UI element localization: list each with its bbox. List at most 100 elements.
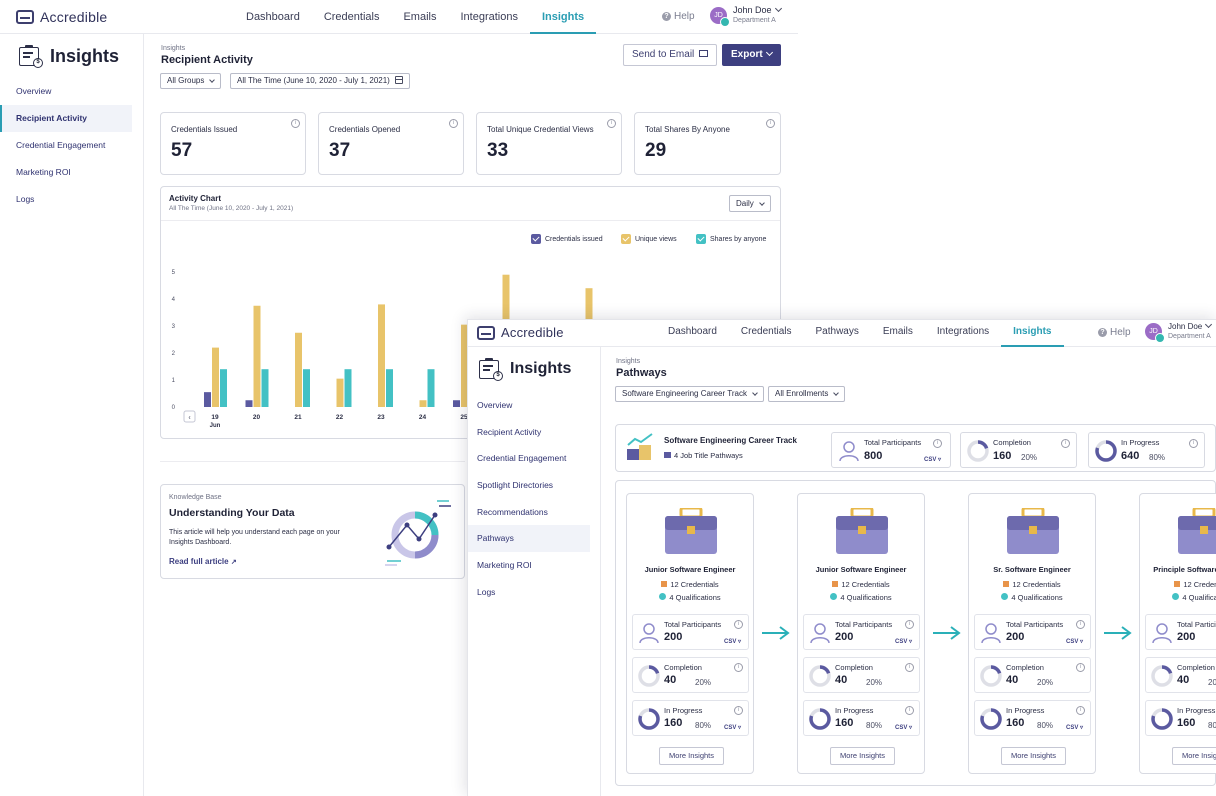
nav-credentials[interactable]: Credentials [323,11,380,23]
info-icon[interactable]: i [1076,620,1085,629]
send-to-email-button[interactable]: Send to Email [623,44,718,66]
nav-integrations[interactable]: Integrations [460,11,518,23]
csv-download[interactable]: CSV ▿ [724,724,741,731]
job-pathway-card[interactable]: Principle Software Engineer 12 Credentia… [1139,493,1216,774]
sidebar-item-recommendations[interactable]: Recommendations [477,506,548,517]
sidebar-item-logs[interactable]: Logs [16,194,35,204]
sidebar-item-overview[interactable]: Overview [16,86,52,96]
sidebar-item-credential-engagement[interactable]: Credential Engagement [477,453,567,464]
sidebar-item-marketing-roi[interactable]: Marketing ROI [16,167,71,177]
track-select[interactable]: Software Engineering Career Track [615,386,764,402]
export-label: Export [731,49,763,60]
date-range-select[interactable]: All The Time (June 10, 2020 - July 1, 20… [230,73,410,89]
nav-dashboard[interactable]: Dashboard [246,11,300,23]
read-full-article-link[interactable]: Read full article ↗ [169,557,237,566]
credential-icon [661,581,668,587]
nav-emails[interactable]: Emails [882,326,913,337]
info-icon[interactable]: i [1061,439,1070,448]
info-icon[interactable]: i [905,663,914,672]
csv-download[interactable]: CSV ▿ [1066,724,1083,731]
nav-credentials[interactable]: Credentials [740,326,792,337]
knowledge-base-card: Knowledge Base Understanding Your Data T… [160,484,465,579]
sidebar-item-logs[interactable]: Logs [477,586,496,597]
accredible-logo[interactable]: Accredible [477,325,564,340]
breadcrumb[interactable]: Insights [616,358,641,365]
chart-bar [220,369,227,407]
csv-download[interactable]: CSV ▿ [895,724,912,731]
stat-card-unique-views: Total Unique Credential Views 33 i [476,112,622,175]
user-icon [839,441,859,462]
accredible-logo-icon [16,10,34,24]
legend-unique-views[interactable]: Unique views [621,234,677,244]
sidebar-item-recipient-activity[interactable]: Recipient Activity [477,426,542,437]
stat-value: 160 [1177,717,1196,729]
info-icon[interactable]: i [607,119,616,128]
info-icon[interactable]: i [291,119,300,128]
info-icon[interactable]: i [905,706,914,715]
job-pathway-card[interactable]: Junior Software Engineer 12 Credentials … [626,493,754,774]
breadcrumb[interactable]: Insights [161,45,186,52]
info-icon[interactable]: i [1076,706,1085,715]
section-divider [160,461,465,462]
chart-prev-button[interactable] [183,410,196,423]
nav-insights[interactable]: Insights [1001,320,1064,347]
filter-icon: ▿ [1080,639,1084,645]
stat-label: Total Participants [1006,620,1064,629]
job-pathway-card[interactable]: Junior Software Engineer 12 Credentials … [797,493,925,774]
nav-pathways[interactable]: Pathways [815,326,859,337]
stat-value: 40 [1177,674,1190,686]
granularity-select[interactable]: Daily [729,195,771,212]
nav-dashboard[interactable]: Dashboard [668,326,717,337]
legend-shares[interactable]: Shares by anyone [696,234,766,244]
job-credentials-label: 12 Credentials [1012,580,1061,589]
kb-title: Understanding Your Data [169,507,295,519]
help-icon: ? [662,12,671,21]
group-filter-select[interactable]: All Groups [160,73,222,89]
job-credentials: 12 Credentials [798,580,924,589]
job-completion: Completion 40 20% i [803,657,920,693]
sidebar-item-recipient-activity[interactable]: Recipient Activity [0,105,132,132]
sidebar-item-credential-engagement[interactable]: Credential Engagement [16,140,106,150]
stat-percent: 20% [1037,678,1054,687]
info-icon[interactable]: i [734,620,743,629]
sidebar-item-marketing-roi[interactable]: Marketing ROI [477,560,532,571]
help-link[interactable]: ? Help [1098,327,1131,338]
nav-emails[interactable]: Emails [403,11,437,23]
csv-download[interactable]: CSV ▿ [1066,638,1083,645]
accredible-logo-icon [477,325,495,340]
help-link[interactable]: ? Help [662,11,695,22]
more-insights-button[interactable]: More Insights [830,747,895,765]
info-icon[interactable]: i [766,119,775,128]
accredible-logo[interactable]: Accredible [16,9,107,25]
nav-insights[interactable]: Insights [529,0,597,34]
user-menu[interactable]: JD John Doe Department A [710,4,782,27]
sidebar-item-pathways[interactable]: Pathways [468,525,590,553]
info-icon[interactable]: i [449,119,458,128]
stat-percent: 80% [1208,721,1216,730]
csv-download[interactable]: CSV ▿ [724,638,741,645]
sidebar-item-overview[interactable]: Overview [477,400,513,410]
stat-value: 200 [835,631,854,643]
date-range-value: All The Time (June 10, 2020 - July 1, 20… [237,76,390,85]
csv-download[interactable]: CSV ▿ [895,638,912,645]
nav-tabs: Dashboard Credentials Pathways Emails In… [656,320,1064,347]
info-icon[interactable]: i [905,620,914,629]
info-icon[interactable]: i [734,706,743,715]
csv-download[interactable]: CSV ▿ [924,456,941,463]
sidebar-item-spotlight-directories[interactable]: Spotlight Directories [477,480,554,491]
mail-icon [699,50,709,57]
more-insights-button[interactable]: More Insights [1172,747,1216,765]
info-icon[interactable]: i [1189,439,1198,448]
nav-integrations[interactable]: Integrations [936,326,990,337]
info-icon[interactable]: i [933,439,942,448]
x-tick-label: 19 [211,414,219,421]
user-menu[interactable]: JD John Doe Department A [1145,320,1213,343]
info-icon[interactable]: i [1076,663,1085,672]
legend-credentials-issued[interactable]: Credentials issued [531,234,603,244]
more-insights-button[interactable]: More Insights [1001,747,1066,765]
info-icon[interactable]: i [734,663,743,672]
enrollment-select[interactable]: All Enrollments [768,386,846,402]
more-insights-button[interactable]: More Insights [659,747,724,765]
job-pathway-card[interactable]: Sr. Software Engineer 12 Credentials 4 Q… [968,493,1096,774]
export-button[interactable]: Export [722,44,781,66]
